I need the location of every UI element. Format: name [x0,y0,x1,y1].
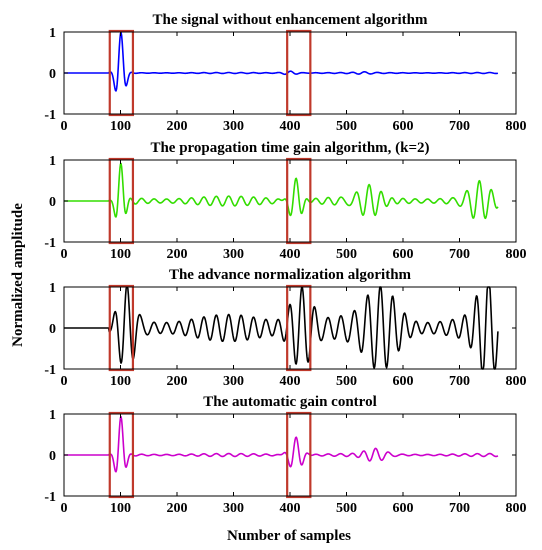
highlight-box-1 [108,157,135,245]
y-tick-label: 0 [49,322,56,337]
y-axis-label: Normalized amplitude [10,203,26,347]
x-tick-label: 400 [280,119,301,134]
y-tick-label: -1 [44,236,56,251]
panel-title: The automatic gain control [203,394,376,410]
y-tick-label: 0 [49,67,56,82]
signal-line [63,286,499,370]
x-tick-label: 400 [280,374,301,389]
x-tick-label: 700 [449,501,470,516]
x-tick-label: 300 [223,247,244,262]
x-tick-label: 500 [336,374,357,389]
panel-title: The propagation time gain algorithm, (k=… [150,140,429,156]
x-tick-label: 400 [280,247,301,262]
x-tick-label: 0 [61,119,68,134]
y-tick-label: 1 [49,408,56,423]
x-tick-label: 100 [110,119,131,134]
chart-panel-4: The automatic gain control 0 100 200 300 400 5… [44,394,526,516]
x-tick-label: 0 [61,247,68,262]
x-tick-label: 100 [110,247,131,262]
x-tick-label: 300 [223,119,244,134]
x-tick-label: 600 [393,374,414,389]
highlight-box-2 [286,157,312,245]
x-tick-label: 200 [167,247,188,262]
x-tick-label: 500 [336,501,357,516]
chart-panel-2: The propagation time gain algorithm, (k=… [44,140,526,262]
y-tick-label: -1 [44,490,56,505]
x-tick-label: 800 [506,247,527,262]
x-tick-label: 200 [167,119,188,134]
x-tick-label: 800 [506,374,527,389]
x-axis-label: Number of samples [227,528,351,544]
highlight-box-2 [286,284,312,372]
y-tick-label: 1 [49,154,56,169]
x-tick-label: 600 [393,501,414,516]
x-tick-label: 500 [336,247,357,262]
highlight-box-2 [286,411,312,499]
highlight-box-1 [108,411,135,499]
highlight-box-2 [286,29,312,117]
x-tick-label: 0 [61,374,68,389]
signal-line [63,415,499,473]
x-tick-label: 100 [110,501,131,516]
highlight-box-1 [108,284,135,372]
x-tick-label: 600 [393,247,414,262]
x-tick-label: 200 [167,374,188,389]
signal-line [63,31,499,92]
x-tick-label: 600 [393,119,414,134]
x-tick-label: 700 [449,374,470,389]
panels: The signal without enhancement algorithm… [44,12,526,516]
x-tick-label: 100 [110,374,131,389]
y-tick-label: 1 [49,26,56,41]
x-tick-label: 800 [506,119,527,134]
x-tick-label: 0 [61,501,68,516]
panel-title: The advance normalization algorithm [169,267,412,283]
x-tick-label: 500 [336,119,357,134]
y-tick-label: -1 [44,108,56,123]
y-tick-label: 0 [49,449,56,464]
highlight-box-1 [108,29,135,117]
x-tick-label: 800 [506,501,527,516]
x-tick-label: 200 [167,501,188,516]
y-tick-label: 0 [49,195,56,210]
x-tick-label: 700 [449,247,470,262]
signal-line [63,162,499,220]
x-tick-label: 300 [223,374,244,389]
y-tick-label: 1 [49,281,56,296]
chart-panel-3: The advance normalization algorithm 0 100 2… [44,267,526,389]
y-tick-label: -1 [44,363,56,378]
chart-panel-1: The signal without enhancement algorithm… [44,12,526,134]
x-tick-label: 300 [223,501,244,516]
panel-title: The signal without enhancement algorithm [152,12,428,28]
x-tick-label: 700 [449,119,470,134]
x-tick-label: 400 [280,501,301,516]
